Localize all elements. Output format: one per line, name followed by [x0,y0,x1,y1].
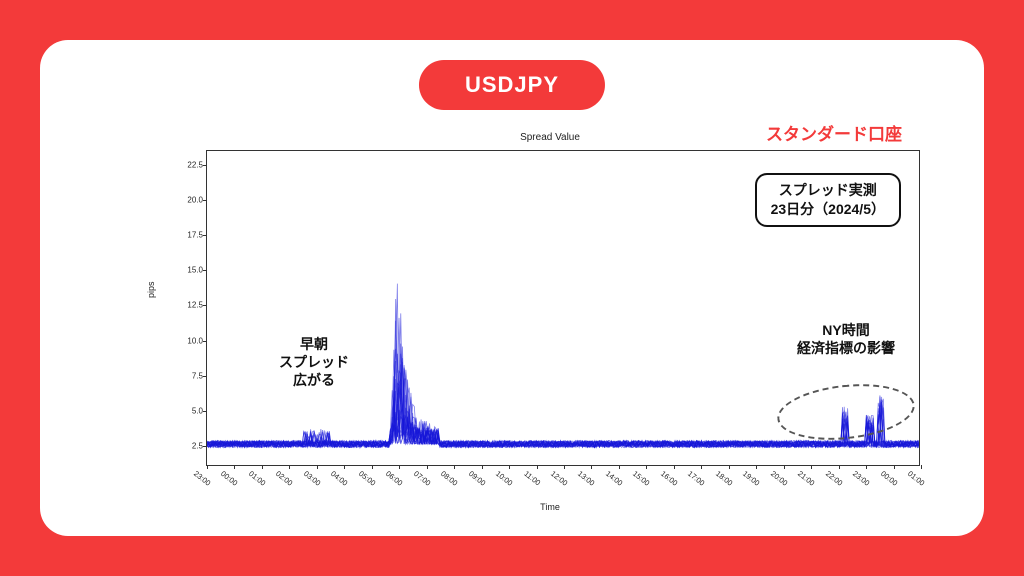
x-tick-label: 19:00 [741,469,761,488]
x-tick-label: 13:00 [577,469,597,488]
x-tick-label: 11:00 [522,469,542,487]
x-tick-label: 00:00 [879,469,899,488]
x-tick-label: 01:00 [906,469,926,488]
y-axis-label: pips [146,281,156,298]
x-tick-label: 01:00 [247,469,267,488]
card: USDJPY スタンダード口座 Spread Value pips スプレッド実… [40,40,984,536]
y-tick-label: 12.5 [187,301,203,310]
y-tick-label: 22.5 [187,161,203,170]
y-tick-label: 7.5 [192,371,203,380]
x-tick-label: 18:00 [714,469,734,488]
annotation-text: NY時間 [797,321,895,339]
x-tick-label: 02:00 [274,469,294,488]
y-tick-label: 2.5 [192,441,203,450]
x-tick-label: 21:00 [796,469,816,488]
annotation-text: 早朝 [279,335,349,353]
x-tick-label: 03:00 [302,469,322,488]
y-tick-label: 20.0 [187,196,203,205]
plot-area: スプレッド実測 23日分（2024/5） 早朝 スプレッド 広がる NY時間 経… [206,150,920,466]
y-tick-label: 15.0 [187,266,203,275]
x-tick-label: 07:00 [412,469,432,488]
info-box-line1: スプレッド実測 [771,181,885,200]
x-tick-label: 04:00 [329,469,349,488]
annotation-text: スプレッド [279,353,349,371]
x-tick-label: 20:00 [769,469,789,488]
info-box: スプレッド実測 23日分（2024/5） [755,173,901,227]
x-tick-label: 12:00 [549,469,569,488]
x-tick-label: 22:00 [824,469,844,488]
annotation-ny-time: NY時間 経済指標の影響 [797,321,895,357]
x-tick-label: 10:00 [494,469,514,488]
x-tick-label: 09:00 [467,469,487,488]
spread-chart: Spread Value pips スプレッド実測 23日分（2024/5） 早… [170,138,930,510]
x-tick-label: 14:00 [604,469,624,488]
currency-pair-pill: USDJPY [419,60,605,110]
annotation-early-morning: 早朝 スプレッド 広がる [279,335,349,390]
x-tick-label: 00:00 [220,469,240,488]
x-axis-label: Time [540,502,560,512]
y-tick-label: 5.0 [192,406,203,415]
x-tick-label: 06:00 [384,469,404,488]
x-tick-label: 17:00 [686,469,706,488]
annotation-text: 広がる [279,371,349,389]
x-tick-label: 23:00 [851,469,871,488]
info-box-line2: 23日分（2024/5） [771,200,885,219]
y-tick-label: 10.0 [187,336,203,345]
x-tick-label: 16:00 [659,469,679,488]
x-tick-label: 23:00 [192,469,212,488]
x-tick-label: 08:00 [439,469,459,488]
x-tick-label: 05:00 [357,469,377,488]
x-tick-label: 15:00 [631,469,651,488]
annotation-text: 経済指標の影響 [797,339,895,357]
chart-title: Spread Value [520,132,580,143]
y-tick-label: 17.5 [187,231,203,240]
